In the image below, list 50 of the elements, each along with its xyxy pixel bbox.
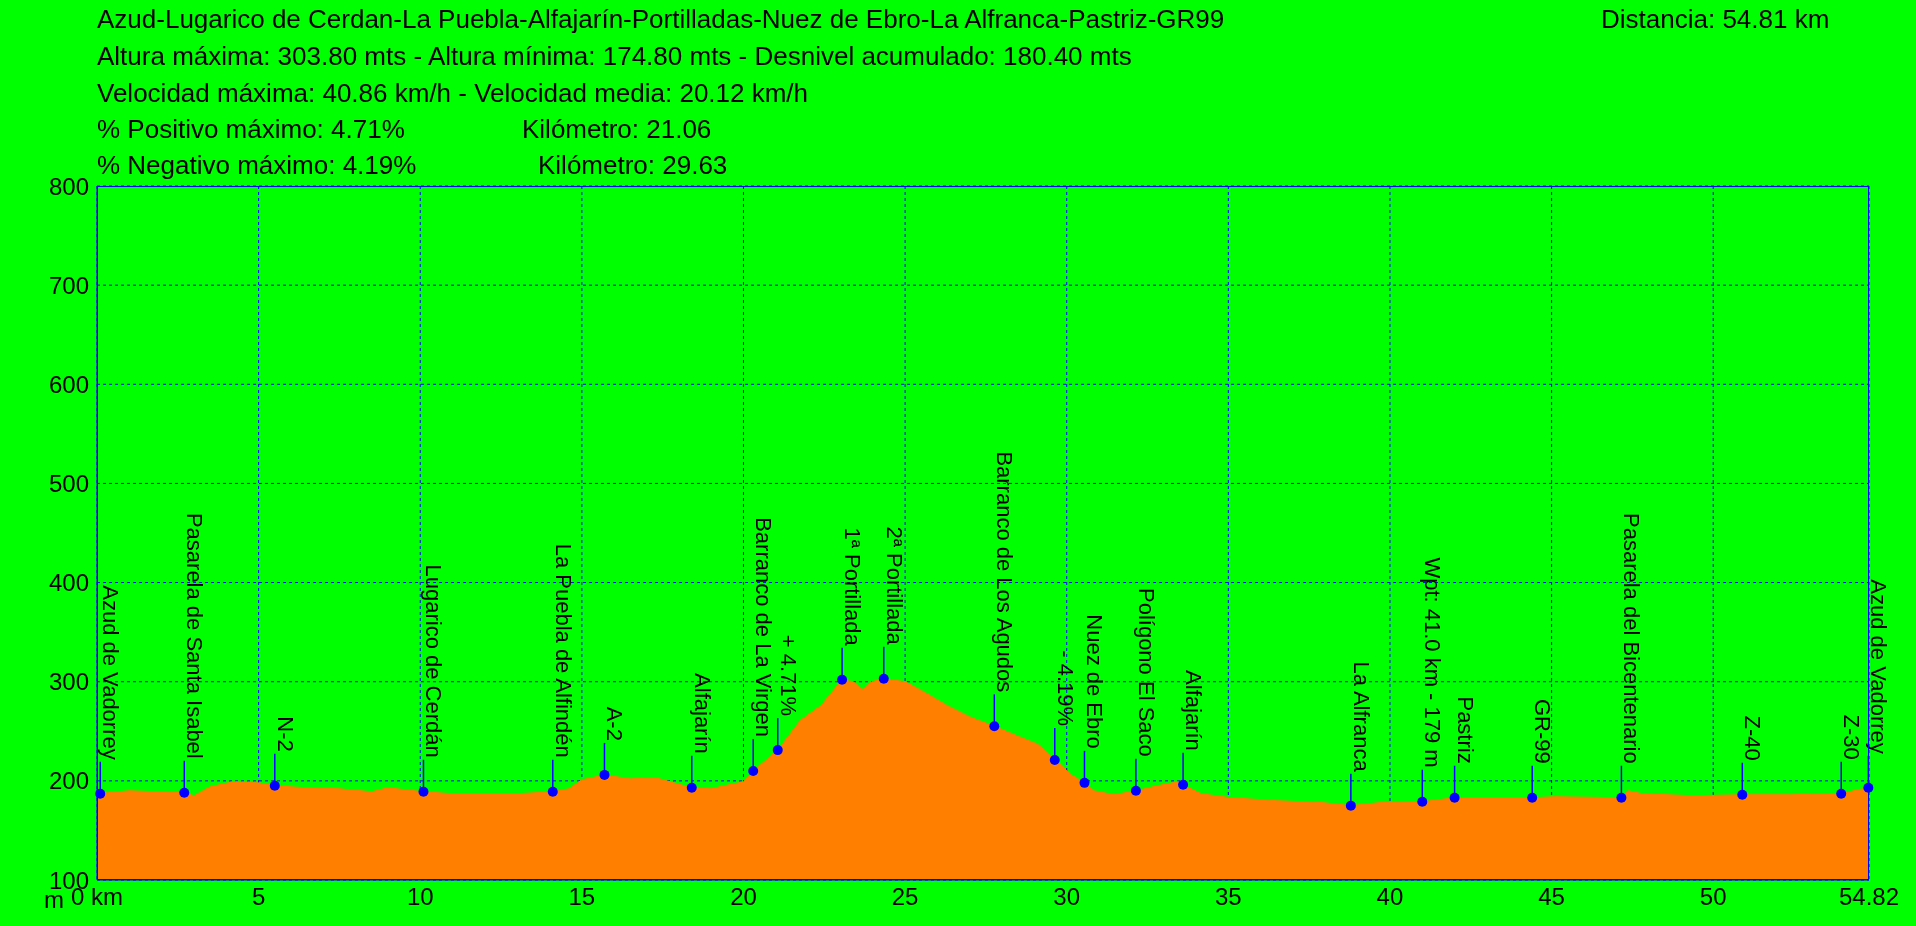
annotation: La Alfranca bbox=[1348, 661, 1374, 773]
annotation: 2ª Portillada bbox=[881, 526, 907, 646]
annotation: + 4.71% bbox=[775, 634, 801, 717]
x-tick-label: 30 bbox=[1053, 883, 1081, 911]
y-tick-label: 200 bbox=[48, 767, 89, 795]
text: Kilómetro: 29.63 bbox=[538, 150, 728, 181]
annotation: Alfajarín bbox=[689, 673, 715, 754]
x-tick-label: 10 bbox=[406, 883, 434, 911]
x-tick-label: 5 bbox=[251, 883, 266, 911]
x-tick-label: 25 bbox=[891, 883, 919, 911]
text: Distancia: 54.81 km bbox=[1601, 4, 1830, 35]
x-tick-label: 15 bbox=[568, 883, 596, 911]
annotation: N-2 bbox=[272, 716, 298, 752]
annotation: Pasarela de Santa Isabel bbox=[182, 512, 208, 759]
text: Kilómetro: 21.06 bbox=[522, 114, 712, 145]
annotation: La Puebla de Alfindén bbox=[550, 543, 576, 758]
annotation: Polígono El Saco bbox=[1133, 587, 1159, 757]
annotation: Pasarela del Bicentenario bbox=[1619, 512, 1645, 764]
chart-title: Azud-Lugarico de Cerdan-La Puebla-Alfajarín-Portilladas-Nuez de Ebro-La Alfranca-Pastriz-GR99 bbox=[97, 4, 1225, 35]
text: Altura máxima: 303.80 mts - Altura mínima: 174.80 mts - Desnivel acumulado: 180.40 mts bbox=[97, 41, 1132, 72]
annotation: Azud de Vadorrey bbox=[98, 585, 124, 760]
annotation: Z-30 bbox=[1839, 714, 1865, 760]
annotation: Azud de Vadorrey bbox=[1866, 579, 1892, 754]
annotation: Barranco de La Virgen bbox=[751, 517, 777, 737]
annotation: Pastriz bbox=[1452, 696, 1478, 764]
text: Velocidad máxima: 40.86 km/h - Velocidad media: 20.12 km/h bbox=[97, 78, 809, 109]
annotation: 1ª Portillada bbox=[840, 527, 866, 647]
y-tick-label: 800 bbox=[48, 172, 89, 200]
annotation: - 4.19% bbox=[1052, 650, 1078, 727]
annotation: Alfajarín bbox=[1181, 670, 1207, 751]
text: % Negativo máximo: 4.19% bbox=[97, 150, 417, 181]
x-tick-label: 40 bbox=[1376, 883, 1404, 911]
annotation: Wpt: 41.0 km - 179 m bbox=[1420, 557, 1446, 768]
annotation: A-2 bbox=[602, 706, 628, 741]
annotation: Nuez de Ebro bbox=[1082, 614, 1108, 749]
x-tick-label: 20 bbox=[730, 883, 757, 911]
annotation: Lugarico de Cerdán bbox=[421, 564, 447, 758]
annotation: Barranco de Los Agudos bbox=[992, 451, 1018, 693]
y-tick-label: 400 bbox=[48, 569, 89, 597]
y-tick-label: 600 bbox=[48, 370, 89, 398]
annotation: GR-99 bbox=[1530, 698, 1556, 764]
y-tick-label: 300 bbox=[48, 668, 89, 696]
y-tick-label: 500 bbox=[48, 469, 89, 497]
y-tick-label: 700 bbox=[48, 271, 89, 299]
text: % Positivo máximo: 4.71% bbox=[97, 114, 405, 145]
x-tick-label: 35 bbox=[1214, 883, 1242, 911]
x-tick-label: 45 bbox=[1538, 883, 1565, 911]
x-tick-label: 54.82 bbox=[1838, 883, 1900, 911]
annotation: Z-40 bbox=[1740, 715, 1766, 761]
x-tick-label: 50 bbox=[1699, 883, 1727, 911]
